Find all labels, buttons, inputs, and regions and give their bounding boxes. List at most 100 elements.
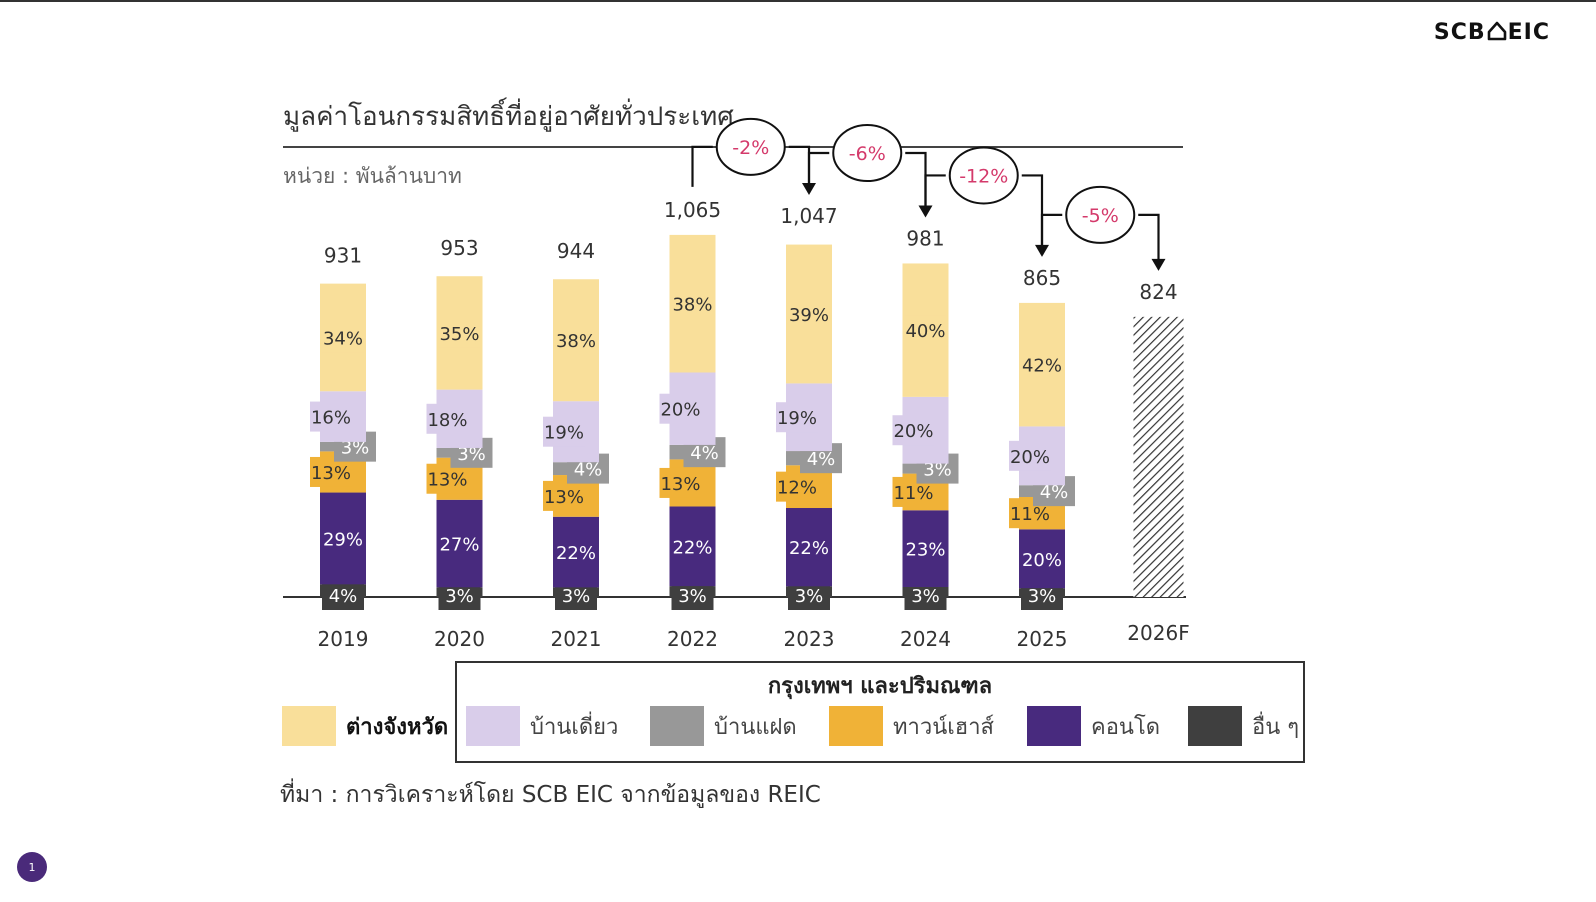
segment-label-box	[438, 528, 481, 559]
growth-label: -2%	[732, 137, 769, 159]
x-tick-label: 2020	[434, 627, 485, 651]
segment-label: 4%	[807, 449, 836, 470]
segment-label: 3%	[923, 460, 952, 481]
segment-label: 29%	[323, 529, 363, 550]
segment-label: 38%	[672, 295, 712, 316]
segment-label-box	[322, 580, 364, 610]
segment-label-box	[671, 288, 714, 319]
segment-label: 18%	[427, 410, 467, 431]
chart-title: มูลค่าโอนกรรมสิทธิ์ที่อยู่อาศัยทั่วประเท…	[283, 102, 734, 132]
x-tick-label: 2022	[667, 627, 718, 651]
growth-label: -12%	[959, 165, 1008, 187]
legend-label: คอนโด	[1091, 714, 1161, 740]
segment-label: 20%	[1010, 447, 1050, 468]
legend-label: อื่น ๆ	[1252, 714, 1300, 740]
legend-item-townhouse: ทาวน์เฮาส์	[829, 706, 994, 746]
source-note: ที่มา : การวิเคราะห์โดย SCB EIC จากข้อมู…	[280, 782, 821, 808]
segment-label: 3%	[562, 586, 591, 607]
segment-label-box	[1021, 543, 1063, 574]
segment-label-box	[671, 531, 714, 562]
segment-label-box	[904, 533, 947, 564]
legend-swatch	[829, 706, 883, 746]
total-label: 981	[906, 226, 944, 250]
total-label: 1,065	[664, 198, 721, 222]
segment-label-box	[310, 456, 352, 487]
segment-label: 19%	[544, 423, 584, 444]
segment-label-box	[788, 532, 830, 563]
total-label: 824	[1139, 280, 1177, 304]
growth-bracket-right	[1138, 213, 1160, 263]
legend-item-condo: คอนโด	[1027, 706, 1160, 746]
scb-eic-logo: SCB EIC	[1433, 20, 1550, 45]
x-tick-label: 2021	[551, 627, 602, 651]
total-label: 1,047	[780, 204, 837, 228]
segment-label: 42%	[1022, 356, 1062, 377]
legend-label: บ้านแฝด	[714, 714, 797, 740]
total-label: 931	[324, 243, 362, 267]
growth-bracket-left	[691, 145, 713, 187]
segment-label: 13%	[311, 463, 351, 484]
legend-label: ต่างจังหวัด	[346, 714, 449, 740]
segment-label: 13%	[660, 474, 700, 495]
legend-item-others: อื่น ๆ	[1188, 706, 1299, 746]
growth-bracket-right	[788, 145, 811, 188]
segment-label: 38%	[556, 331, 596, 352]
legend-group-title: กรุงเทพฯ และปริมณฑล	[767, 674, 993, 699]
segment-label: 22%	[672, 537, 712, 558]
segment-label: 20%	[1022, 550, 1062, 571]
segment-label: 4%	[574, 460, 603, 481]
x-tick-label: 2023	[784, 627, 835, 651]
segment-label: 16%	[311, 408, 351, 429]
segment-label: 4%	[329, 586, 358, 607]
legend-item-detached-house: บ้านเดี่ยว	[466, 706, 618, 746]
growth-label: -6%	[849, 143, 886, 165]
total-label: 865	[1023, 266, 1061, 290]
total-label: 953	[440, 236, 478, 260]
segment-label-box	[776, 471, 818, 502]
segment-label: 20%	[660, 400, 700, 421]
growth-bracket-left	[924, 174, 946, 216]
segment-label: 3%	[1028, 586, 1057, 607]
legend-item-twin-house: บ้านแฝด	[650, 706, 797, 746]
growth-bracket-left	[807, 151, 830, 194]
legend-swatch	[650, 706, 704, 746]
segment-label: 19%	[777, 408, 817, 429]
segment-label: 23%	[905, 540, 945, 561]
segment-label-box	[322, 523, 364, 554]
growth-arrowhead	[1151, 258, 1166, 271]
segment-label-box	[543, 480, 585, 511]
segment-label: 22%	[789, 538, 829, 559]
segment-label: 3%	[341, 438, 370, 459]
growth-bubble	[715, 117, 786, 176]
total-label: 944	[557, 239, 595, 263]
segment-label: 3%	[795, 586, 824, 607]
segment-label-box	[1009, 440, 1051, 471]
x-tick-label: 2024	[900, 627, 951, 651]
segment-label: 20%	[893, 421, 933, 442]
growth-bracket-right	[1021, 174, 1044, 249]
top-rule	[0, 0, 1596, 2]
segment-label-box	[322, 322, 364, 353]
segment-label-box	[426, 403, 469, 434]
segment-label: 3%	[445, 586, 474, 607]
legend-label: บ้านเดี่ยว	[530, 714, 619, 740]
legend-swatch	[1188, 706, 1242, 746]
segment-label: 13%	[544, 487, 584, 508]
segment-label-box	[776, 402, 818, 433]
segment-label: 22%	[556, 543, 596, 564]
segment-label-box	[659, 393, 702, 424]
segment-label-box	[892, 415, 935, 446]
x-tick-label: 2026F	[1127, 621, 1189, 645]
segment-label: 4%	[1040, 482, 1069, 503]
segment-label-box	[788, 298, 830, 329]
segment-label-box	[904, 315, 947, 346]
growth-label: -5%	[1082, 205, 1119, 227]
segment-label-box	[310, 401, 352, 432]
legend-box	[455, 661, 1305, 763]
growth-bubble	[1065, 185, 1136, 244]
segment-label: 39%	[789, 305, 829, 326]
legend-swatch	[282, 706, 336, 746]
segment-label: 35%	[439, 324, 479, 345]
segment-label: 34%	[323, 328, 363, 349]
page-number-badge: 1	[17, 852, 47, 882]
